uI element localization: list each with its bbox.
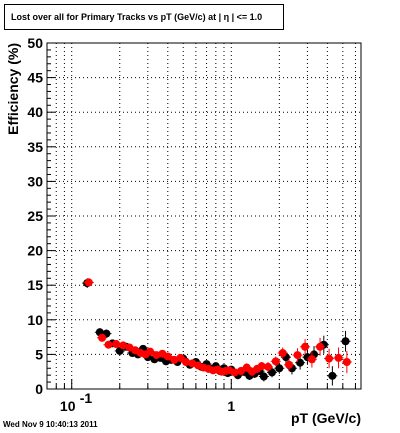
- data-point: [301, 342, 310, 351]
- data-point: [307, 355, 316, 364]
- x-tick-exponent: -1: [80, 390, 93, 406]
- y-tick-label: 25: [27, 208, 43, 224]
- data-points: [82, 278, 352, 386]
- data-point: [275, 364, 284, 373]
- x-tick-labels: 10 -1 1: [60, 390, 235, 414]
- y-tick-label: 30: [27, 173, 43, 189]
- data-point: [236, 367, 245, 376]
- chart-title: Lost over all for Primary Tracks vs pT (…: [11, 12, 263, 22]
- data-point: [296, 358, 305, 367]
- data-point: [334, 353, 343, 362]
- x-axis-title: pT (GeV/c): [291, 410, 361, 426]
- data-point: [268, 368, 277, 377]
- y-tick-label: 50: [27, 35, 43, 51]
- y-axis-title: Efficiency (%): [5, 43, 21, 135]
- grid-lines: [47, 43, 361, 389]
- axis-ticks: [47, 42, 356, 390]
- data-point: [163, 352, 172, 361]
- data-point: [146, 347, 155, 356]
- data-point: [293, 351, 302, 360]
- y-tick-label: 5: [35, 346, 43, 362]
- y-tick-label: 45: [27, 70, 43, 86]
- y-tick-label: 20: [27, 243, 43, 259]
- data-point: [259, 372, 268, 381]
- chart-title-box: Lost over all for Primary Tracks vs pT (…: [4, 4, 284, 30]
- x-tick-label: 1: [227, 398, 235, 414]
- y-tick-label: 10: [27, 312, 43, 328]
- data-point: [257, 362, 266, 371]
- data-point: [278, 349, 287, 358]
- data-point: [104, 340, 113, 349]
- y-tick-label: 40: [27, 104, 43, 120]
- data-point: [176, 353, 185, 362]
- footer-timestamp: Wed Nov 9 10:40:13 2011: [3, 420, 98, 429]
- data-point: [271, 357, 280, 366]
- data-point: [264, 362, 273, 371]
- data-point: [325, 354, 334, 363]
- data-point: [316, 342, 325, 351]
- data-point: [328, 371, 337, 380]
- data-point: [342, 358, 351, 367]
- data-point: [341, 337, 350, 346]
- data-point: [230, 368, 239, 377]
- y-tick-labels: 0 5 10 15 20 25 30 35 40 45 50: [27, 35, 43, 397]
- y-tick-label: 0: [35, 381, 43, 397]
- y-tick-label: 15: [27, 277, 43, 293]
- data-point: [112, 340, 121, 349]
- data-point: [181, 358, 190, 367]
- plot-frame: [46, 42, 362, 390]
- y-tick-label: 35: [27, 139, 43, 155]
- data-point: [98, 333, 107, 342]
- x-tick-label: 10: [60, 398, 76, 414]
- data-point: [285, 360, 294, 369]
- data-point: [84, 278, 93, 287]
